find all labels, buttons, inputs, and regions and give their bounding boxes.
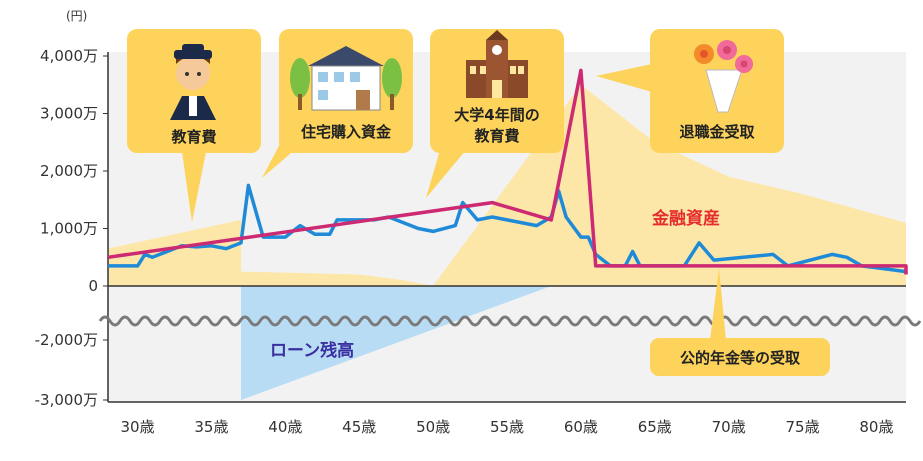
y-tick-label: 3,000万: [40, 105, 98, 123]
house-icon: [290, 46, 402, 111]
bubble-education: 教育費: [127, 29, 261, 222]
bubble-university-label-line1: 大学4年間の: [454, 106, 539, 124]
y-tick-label: 4,000万: [40, 47, 98, 65]
bubble-pension-label: 公的年金等の受取: [680, 349, 801, 367]
x-tick-label: 70歳: [712, 418, 746, 436]
income-area: [108, 84, 906, 286]
y-tick-label: -3,000万: [35, 391, 98, 409]
x-tick-label: 75歳: [786, 418, 820, 436]
series-line-financial-assets: [107, 68, 908, 275]
y-axis-ticks: 4,000万 3,000万 2,000万 1,000万 0 -2,000万 -3,000万: [35, 47, 108, 409]
y-tick-label: 1,000万: [40, 220, 98, 238]
x-tick-label: 55歳: [490, 418, 524, 436]
x-axis-ticks: 30歳 35歳 40歳 45歳 50歳 55歳 60歳 65歳 70歳 75歳 80歳: [121, 418, 894, 436]
axis-break-wave: [98, 315, 922, 327]
y-tick-label: -2,000万: [35, 331, 98, 349]
series-line-cashflow: [108, 183, 907, 274]
x-tick-label: 60歳: [564, 418, 598, 436]
x-tick-label: 35歳: [194, 418, 228, 436]
y-tick-label: 0: [88, 277, 98, 295]
x-tick-label: 30歳: [121, 418, 155, 436]
bubble-education-label: 教育費: [170, 128, 216, 146]
x-tick-label: 80歳: [859, 418, 893, 436]
loan-balance-area: [241, 286, 552, 400]
bubble-university: 大学4年間の 教育費: [426, 29, 564, 198]
y-unit-label: (円): [66, 9, 87, 23]
student-icon: [170, 44, 216, 120]
university-icon: [466, 30, 528, 98]
bubble-retirement-label: 退職金受取: [679, 123, 755, 141]
flower-bouquet-icon: [694, 40, 753, 113]
x-tick-label: 50歳: [416, 418, 450, 436]
axis-break-wave-line: [98, 315, 922, 327]
x-tick-label: 65歳: [638, 418, 672, 436]
x-tick-label: 45歳: [342, 418, 376, 436]
bubble-pension: 公的年金等の受取: [650, 268, 830, 376]
bubble-housing-label: 住宅購入資金: [301, 123, 392, 141]
y-tick-label: 2,000万: [40, 162, 98, 180]
financial-assets-label: 金融資産: [651, 208, 720, 229]
loan-balance-label: ローン残高: [270, 340, 354, 361]
bubble-retirement: 退職金受取: [596, 29, 784, 153]
bubble-housing: 住宅購入資金: [262, 29, 413, 178]
bubble-university-label-line2: 教育費: [473, 127, 519, 145]
x-tick-label: 40歳: [268, 418, 302, 436]
